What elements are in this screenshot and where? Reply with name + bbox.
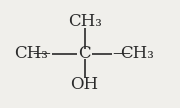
Text: CH₃: CH₃: [120, 45, 154, 63]
Text: OH: OH: [71, 76, 99, 93]
Text: C: C: [78, 45, 91, 63]
Text: CH₃: CH₃: [68, 13, 102, 30]
Text: —: —: [33, 44, 50, 62]
Text: —: —: [112, 44, 130, 62]
Text: CH₃: CH₃: [14, 45, 48, 63]
